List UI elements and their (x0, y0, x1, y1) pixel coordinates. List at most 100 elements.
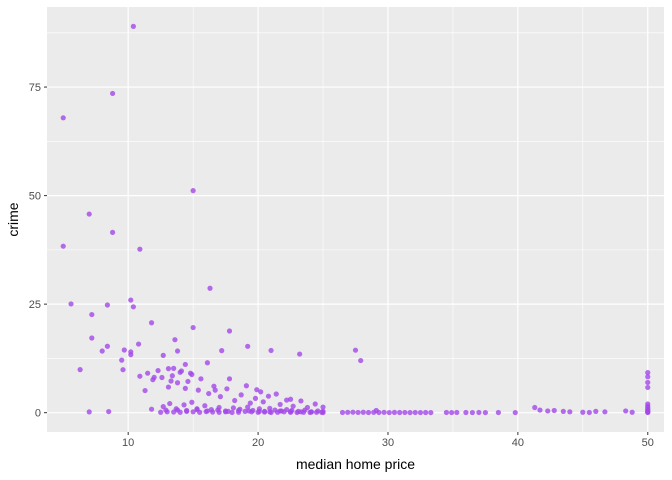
data-point (165, 384, 172, 390)
data-point (86, 211, 92, 217)
data-point (402, 409, 408, 416)
x-axis-tick-labels: 10 20 30 40 50 (122, 437, 654, 449)
data-point (77, 367, 83, 373)
data-point (428, 409, 434, 416)
data-point (287, 396, 294, 402)
data-point (168, 378, 174, 384)
data-point (298, 409, 304, 415)
data-point (319, 409, 325, 415)
data-point (449, 409, 455, 416)
plot-panel (47, 7, 664, 432)
data-point (190, 324, 196, 331)
data-point (381, 409, 387, 415)
data-point (182, 385, 188, 391)
data-point (104, 343, 111, 349)
data-point (355, 409, 361, 416)
data-point (645, 384, 651, 391)
data-point (135, 341, 142, 347)
data-point (454, 409, 460, 416)
data-point (225, 408, 231, 414)
data-point (174, 348, 181, 354)
data-point (68, 301, 74, 307)
data-point (128, 297, 134, 303)
data-point (407, 409, 413, 416)
y-axis-title: crime (5, 202, 21, 236)
data-point (165, 366, 172, 372)
data-point (281, 409, 287, 415)
data-point (308, 409, 314, 415)
data-point (545, 408, 551, 414)
data-point (352, 347, 359, 353)
data-point (204, 360, 211, 366)
data-point (60, 115, 66, 121)
data-point (89, 335, 95, 341)
data-point (265, 393, 272, 399)
data-point (109, 90, 116, 97)
data-point (238, 392, 244, 398)
data-point (423, 409, 429, 416)
data-point (277, 401, 283, 408)
x-tick-label: 30 (382, 437, 394, 449)
data-point (229, 409, 235, 416)
data-point (602, 409, 608, 415)
data-point (182, 361, 188, 368)
data-point (298, 398, 304, 404)
data-point (391, 409, 398, 415)
data-point (148, 406, 155, 412)
data-point (252, 395, 259, 401)
x-tick-label: 40 (512, 437, 524, 449)
data-point (256, 408, 262, 414)
data-point (128, 349, 134, 355)
x-tick-label: 10 (122, 437, 134, 449)
data-point (313, 409, 320, 415)
data-point (137, 246, 143, 252)
data-points (60, 23, 651, 416)
data-point (254, 387, 260, 393)
data-point (312, 401, 318, 407)
data-point (580, 409, 586, 415)
x-tick-label: 20 (252, 437, 264, 449)
data-point (287, 408, 294, 415)
data-point (226, 376, 233, 382)
data-point (219, 347, 225, 354)
data-point (137, 373, 143, 379)
data-point (226, 328, 233, 334)
data-point (119, 357, 125, 363)
data-point (297, 351, 303, 357)
x-axis-title: median home price (296, 456, 415, 472)
data-point (155, 367, 161, 374)
y-axis-tick-labels: 0 25 50 75 (29, 82, 41, 420)
data-point (121, 347, 127, 353)
data-point (417, 409, 424, 416)
data-point (163, 407, 169, 413)
data-point (185, 378, 191, 385)
data-point (190, 188, 196, 194)
data-point (181, 402, 187, 408)
y-tick-label: 25 (29, 299, 41, 311)
data-point (142, 387, 148, 394)
data-point (386, 409, 392, 416)
data-point (469, 409, 476, 416)
data-point (190, 409, 196, 415)
minor-gridlines (47, 7, 664, 432)
data-point (245, 404, 251, 410)
data-point (160, 352, 166, 358)
data-point (246, 408, 252, 414)
data-point (247, 400, 253, 406)
data-point (109, 229, 116, 235)
data-point (99, 348, 105, 354)
y-tick-label: 0 (35, 408, 41, 420)
data-point (189, 399, 195, 405)
data-point (202, 403, 208, 409)
data-point (482, 409, 488, 416)
data-point (60, 243, 66, 249)
data-point (230, 405, 236, 411)
data-point (130, 304, 136, 310)
data-point (187, 370, 194, 376)
data-point (645, 409, 651, 416)
data-point (537, 407, 543, 413)
data-point (104, 302, 111, 308)
data-point (412, 409, 418, 416)
data-point (204, 408, 211, 414)
